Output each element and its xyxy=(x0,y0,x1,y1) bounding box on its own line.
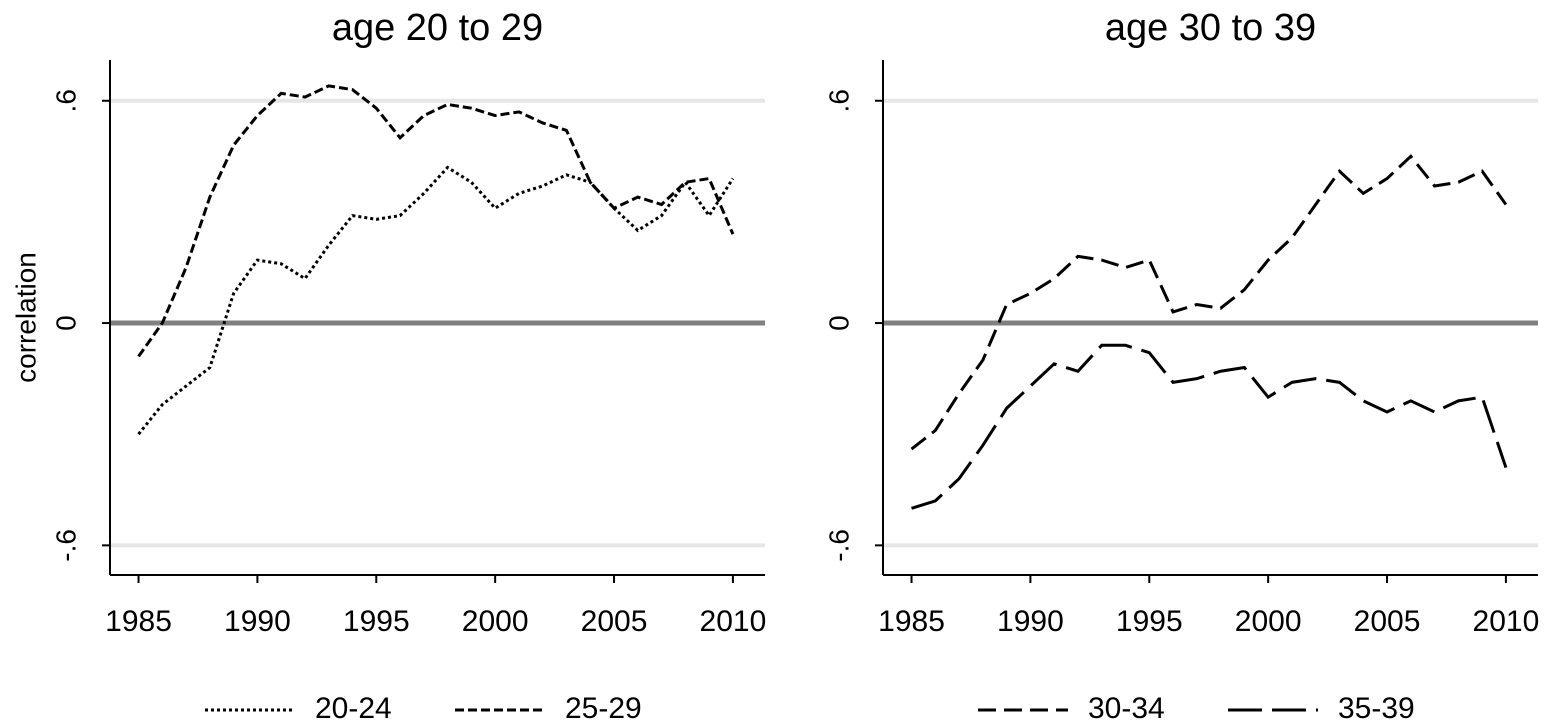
x-tick-label: 1995 xyxy=(343,605,410,638)
x-tick-label: 2005 xyxy=(1354,605,1421,638)
y-tick-label: .6 xyxy=(50,89,81,112)
data-line xyxy=(137,84,735,358)
x-tick-label: 2000 xyxy=(462,605,529,638)
y-tick-label: 0 xyxy=(823,315,854,331)
legend-label: 30-34 xyxy=(1088,692,1165,725)
data-line xyxy=(137,165,735,436)
chart-title: age 30 to 39 xyxy=(1105,7,1316,49)
y-tick-label: -.6 xyxy=(50,529,81,562)
data-line xyxy=(910,154,1508,451)
x-tick-label: 1995 xyxy=(1116,605,1183,638)
x-tick-label: 1990 xyxy=(224,605,291,638)
data-line xyxy=(911,343,1508,510)
y-tick-label: .6 xyxy=(823,89,854,112)
x-tick-label: 1990 xyxy=(997,605,1064,638)
y-tick-label: 0 xyxy=(50,315,81,331)
x-tick-label: 2010 xyxy=(700,605,767,638)
y-axis-label: correlation xyxy=(10,252,41,383)
chart-title: age 20 to 29 xyxy=(332,7,543,49)
legend-label: 25-29 xyxy=(565,692,642,725)
legend-label: 20-24 xyxy=(315,692,392,725)
x-tick-label: 1985 xyxy=(878,605,945,638)
x-tick-label: 2000 xyxy=(1235,605,1302,638)
y-tick-label: -.6 xyxy=(823,529,854,562)
x-tick-label: 2010 xyxy=(1473,605,1540,638)
x-tick-label: 1985 xyxy=(105,605,172,638)
x-tick-label: 2005 xyxy=(581,605,648,638)
legend-label: 35-39 xyxy=(1338,692,1415,725)
